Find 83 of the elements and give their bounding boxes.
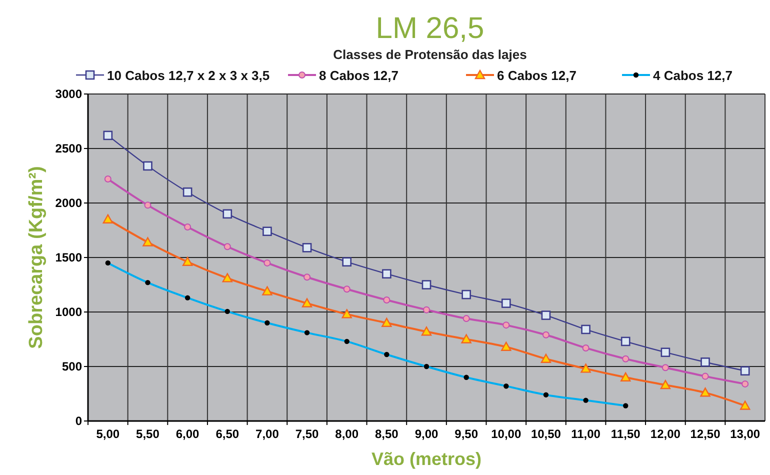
point	[102, 214, 114, 224]
point	[104, 176, 112, 183]
point	[182, 256, 193, 266]
x-tick-label: 5,00	[96, 427, 120, 441]
point	[182, 187, 192, 197]
x-tick-label: 8,50	[374, 427, 399, 441]
x-tick-label: 6,00	[176, 427, 200, 441]
point	[620, 372, 631, 382]
y-tick-label: 1500	[55, 250, 82, 264]
point	[423, 306, 430, 314]
legend-label: 4 Cabos 12,7	[653, 68, 732, 83]
x-tick-label: 11,50	[610, 427, 641, 441]
x-tick-label: 8,00	[335, 427, 359, 441]
point	[224, 243, 231, 250]
x-tick-label: 9,00	[414, 427, 438, 441]
point	[262, 286, 272, 296]
point	[264, 259, 271, 266]
point	[660, 380, 671, 390]
point	[700, 357, 710, 367]
point	[740, 366, 750, 376]
point	[343, 286, 350, 293]
point	[304, 274, 311, 281]
point	[542, 331, 550, 338]
point	[582, 344, 590, 352]
point	[222, 209, 232, 219]
point	[742, 380, 749, 388]
point	[461, 334, 472, 344]
y-tick-label: 2000	[55, 196, 82, 210]
point	[462, 290, 471, 300]
point	[142, 237, 153, 246]
legend-label: 6 Cabos 12,7	[497, 68, 576, 83]
chart-title: LM 26,5	[376, 12, 484, 45]
point	[702, 372, 709, 380]
x-tick-label: 9,50	[454, 427, 478, 441]
x-tick-label: 10,00	[491, 427, 522, 441]
point	[302, 243, 312, 252]
point	[421, 326, 432, 336]
point	[144, 202, 152, 209]
point	[184, 223, 192, 230]
point	[342, 309, 352, 318]
point	[501, 342, 512, 351]
point	[622, 355, 630, 362]
point	[382, 318, 392, 327]
point	[422, 280, 432, 290]
point	[342, 257, 352, 267]
point	[103, 130, 113, 140]
y-tick-label: 2500	[55, 142, 82, 156]
point	[383, 296, 390, 304]
point	[540, 354, 552, 363]
point	[581, 324, 590, 334]
point	[660, 348, 670, 357]
y-tick-label: 500	[62, 360, 82, 374]
point	[222, 273, 232, 282]
point	[302, 298, 312, 308]
point	[143, 161, 152, 171]
y-axis-title: Sobrecarga (Kgf/m²)	[26, 166, 47, 349]
x-tick-label: 11,00	[571, 427, 601, 441]
x-tick-label: 13,00	[730, 427, 760, 441]
point	[541, 310, 551, 320]
point	[462, 315, 470, 322]
point	[580, 364, 591, 373]
legend-title: Classes de Protensão das lajes	[333, 47, 527, 62]
x-tick-label: 10,50	[530, 427, 562, 441]
point	[662, 364, 669, 372]
x-tick-label: 7,50	[295, 427, 320, 441]
point	[382, 269, 392, 278]
x-axis-title: Vão (metros)	[371, 449, 482, 469]
point	[740, 400, 750, 410]
x-tick-label: 12,50	[690, 427, 721, 441]
y-tick-label: 3000	[55, 87, 82, 101]
point	[262, 226, 272, 236]
x-tick-label: 6,50	[216, 427, 240, 441]
point	[620, 336, 630, 346]
y-tick-label: 0	[75, 414, 82, 428]
x-tick-label: 5,50	[136, 427, 160, 441]
legend-label: 8 Cabos 12,7	[319, 68, 398, 83]
x-tick-label: 7,00	[256, 427, 280, 441]
y-tick-label: 1000	[55, 305, 82, 319]
point	[502, 322, 510, 329]
point	[501, 298, 511, 308]
point	[700, 388, 710, 397]
x-tick-label: 12,00	[650, 427, 681, 441]
legend-label: 10 Cabos 12,7 x 2 x 3 x 3,5	[107, 68, 270, 83]
